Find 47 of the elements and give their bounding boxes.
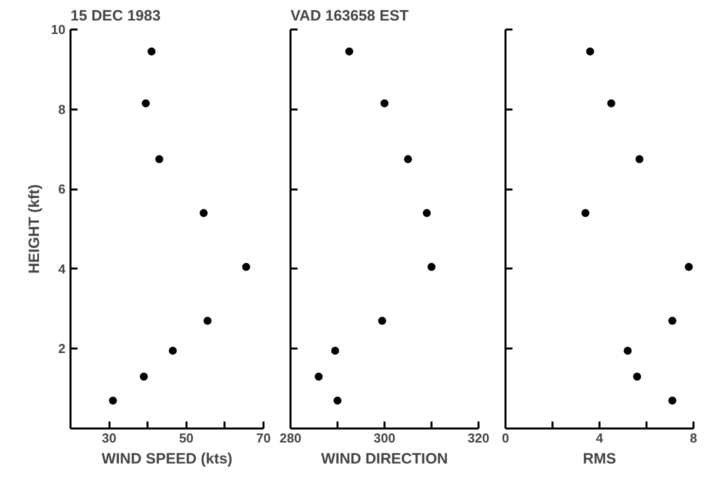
x-axis-title: WIND SPEED (kts) (102, 450, 232, 468)
point (378, 316, 386, 325)
y-tick-label: 6 (58, 182, 66, 197)
point (345, 47, 354, 56)
y-tick-label: 10 (51, 22, 66, 37)
point (331, 346, 340, 355)
y-tick-label: 4 (58, 261, 66, 276)
point (428, 262, 436, 271)
point (155, 155, 164, 164)
point (633, 372, 642, 381)
point (422, 209, 431, 218)
point (581, 209, 590, 218)
point (380, 99, 388, 108)
point (668, 396, 676, 405)
x-tick-label: 4 (596, 430, 604, 446)
point (242, 262, 250, 271)
point (334, 396, 342, 405)
x-axis-title: RMS (582, 450, 616, 468)
x-tick-label: 30 (102, 430, 116, 446)
point (140, 372, 148, 381)
point (148, 47, 156, 56)
y-axis-title: HEIGHT (kft) (26, 184, 44, 274)
point (684, 262, 693, 271)
y-tick-label: 8 (58, 102, 66, 117)
chart-title: VAD 163658 EST (290, 8, 409, 24)
x-tick-label: 320 (468, 430, 490, 446)
point (204, 316, 212, 325)
x-axis-title: WIND DIRECTION (321, 450, 448, 468)
x-tick-label: 0 (502, 430, 510, 446)
x-tick-label: 70 (256, 430, 271, 446)
x-tick-label: 50 (179, 430, 194, 446)
point (404, 155, 412, 164)
x-tick-label: 280 (280, 430, 302, 446)
point (586, 47, 594, 56)
y-tick-label: 2 (58, 341, 66, 356)
point (108, 396, 117, 405)
point (607, 99, 616, 108)
point (668, 316, 676, 325)
chart-title: 15 DEC 1983 (70, 8, 161, 24)
point (142, 99, 150, 108)
point (635, 155, 644, 164)
point (624, 346, 632, 355)
point (168, 346, 177, 355)
point (200, 209, 208, 218)
x-tick-label: 300 (374, 430, 396, 446)
point (314, 372, 323, 381)
x-tick-label: 8 (690, 430, 698, 446)
